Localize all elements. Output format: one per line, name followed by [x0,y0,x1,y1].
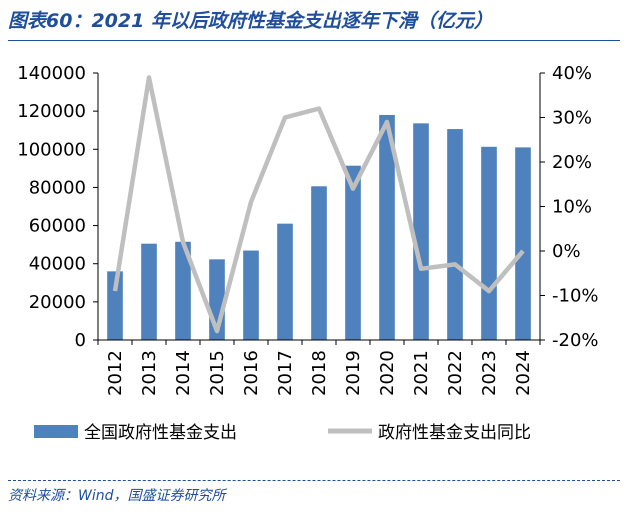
title-divider [8,40,620,41]
left-axis: 0 20000 40000 60000 80000 100000 120000 140000 [17,63,99,351]
x-axis: 2012 2013 2014 2015 2016 2017 2018 2019 2020 2021… [97,339,541,396]
left-tick-label: 40000 [29,254,86,275]
right-tick-label: -20% [552,330,599,351]
bar [413,123,429,340]
x-tick-label: 2018 [309,350,330,396]
legend-swatch-bar [34,425,78,438]
legend-label-bar: 全国政府性基金支出 [84,423,237,443]
bar [447,129,463,340]
bar-series [107,114,531,340]
left-tick-label: 20000 [29,292,86,313]
right-tick-label: 0% [552,241,581,262]
x-tick-label: 2022 [445,350,466,396]
left-tick-label: 100000 [17,139,86,160]
bar [515,147,531,340]
bar [243,250,259,340]
x-tick-label: 2019 [343,350,364,396]
bar [175,241,191,340]
source-note: 资料来源：Wind，国盛证券研究所 [8,488,226,504]
right-tick-label: -10% [552,286,599,307]
x-tick-label: 2015 [207,350,228,396]
left-tick-label: 120000 [17,101,86,122]
right-tick-label: 10% [552,197,592,218]
bar [141,243,157,340]
x-tick-label: 2023 [479,350,500,396]
line-series [112,75,525,334]
bar [379,114,395,340]
bar [311,186,327,340]
left-tick-label: 0 [75,330,86,351]
x-tick-label: 2014 [173,350,194,396]
x-tick-label: 2020 [377,350,398,396]
right-axis: -20% -10% 0% 10% 20% 30% 40% [539,63,599,351]
x-tick-label: 2016 [241,350,262,396]
legend: 全国政府性基金支出 政府性基金支出同比 [34,423,531,443]
x-tick-label: 2013 [139,350,160,396]
x-tick-label: 2017 [275,350,296,396]
left-tick-label: 60000 [29,216,86,237]
chart-title: 图表60：2021 年以后政府性基金支出逐年下滑（亿元） [8,10,493,32]
left-tick-label: 80000 [29,177,86,198]
right-tick-label: 20% [552,152,592,173]
x-tick-label: 2021 [411,350,432,396]
bar [481,146,497,340]
legend-label-line: 政府性基金支出同比 [378,423,531,443]
bar [277,223,293,340]
chart: 020000400006000080000100000120000140000 … [17,63,599,443]
bar [345,165,361,340]
left-tick-label: 140000 [17,63,86,84]
footer-divider [8,480,620,481]
right-tick-label: 40% [552,63,592,84]
x-tick-label: 2024 [513,350,534,396]
bar [107,271,123,340]
right-tick-label: 30% [552,108,592,129]
x-tick-label: 2012 [105,350,126,396]
